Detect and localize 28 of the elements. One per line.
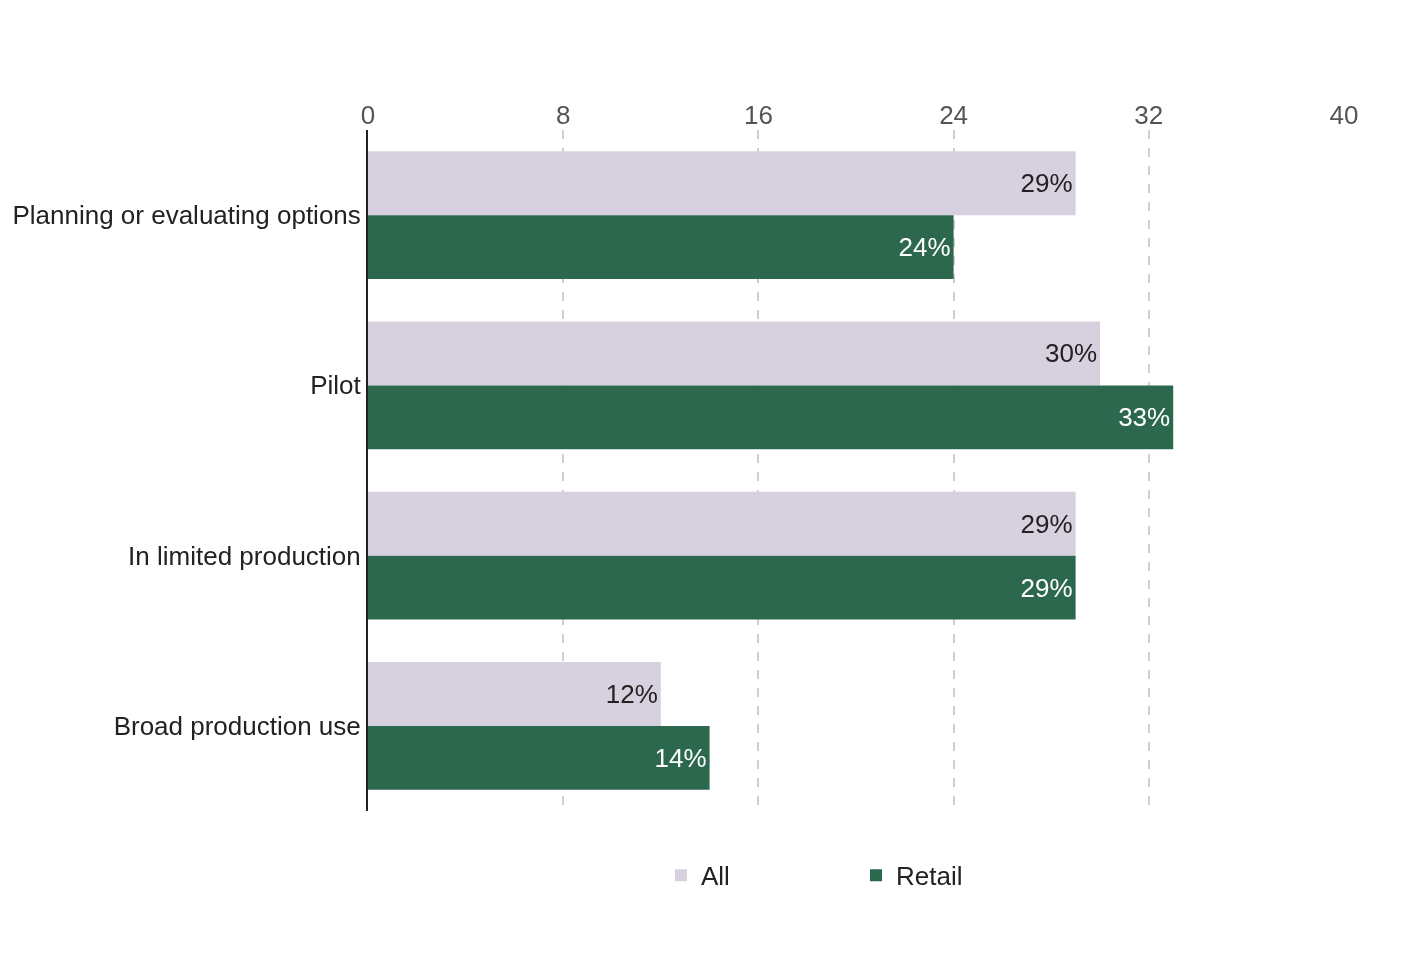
x-tick-label: 40 <box>1329 99 1359 130</box>
bar <box>368 215 954 279</box>
data-label: 24% <box>898 232 951 263</box>
bar <box>368 662 661 726</box>
data-label: 33% <box>1118 402 1171 433</box>
y-tick-label: Broad production use <box>113 710 361 741</box>
legend-label: Retail <box>896 861 963 892</box>
bar <box>368 321 1100 386</box>
x-tick-label: 16 <box>743 99 773 130</box>
bar <box>368 555 1076 620</box>
data-label: 30% <box>1044 338 1097 369</box>
x-tick-label: 8 <box>555 99 571 130</box>
data-label: 14% <box>654 742 707 773</box>
bar <box>368 385 1174 450</box>
data-label: 29% <box>1020 508 1073 539</box>
y-tick-label: Pilot <box>310 370 362 401</box>
data-label: 29% <box>1020 168 1073 199</box>
legend-label: All <box>701 861 730 892</box>
data-label: 29% <box>1020 572 1073 603</box>
bar <box>368 151 1076 216</box>
y-tick-label: In limited production <box>128 540 361 571</box>
x-tick-label: 0 <box>360 99 376 130</box>
bar <box>368 491 1076 556</box>
bar <box>368 725 710 790</box>
x-tick-label: 24 <box>939 99 969 130</box>
data-label: 12% <box>605 678 658 709</box>
x-tick-label: 32 <box>1134 99 1164 130</box>
y-tick-label: Planning or evaluating options <box>12 200 361 231</box>
